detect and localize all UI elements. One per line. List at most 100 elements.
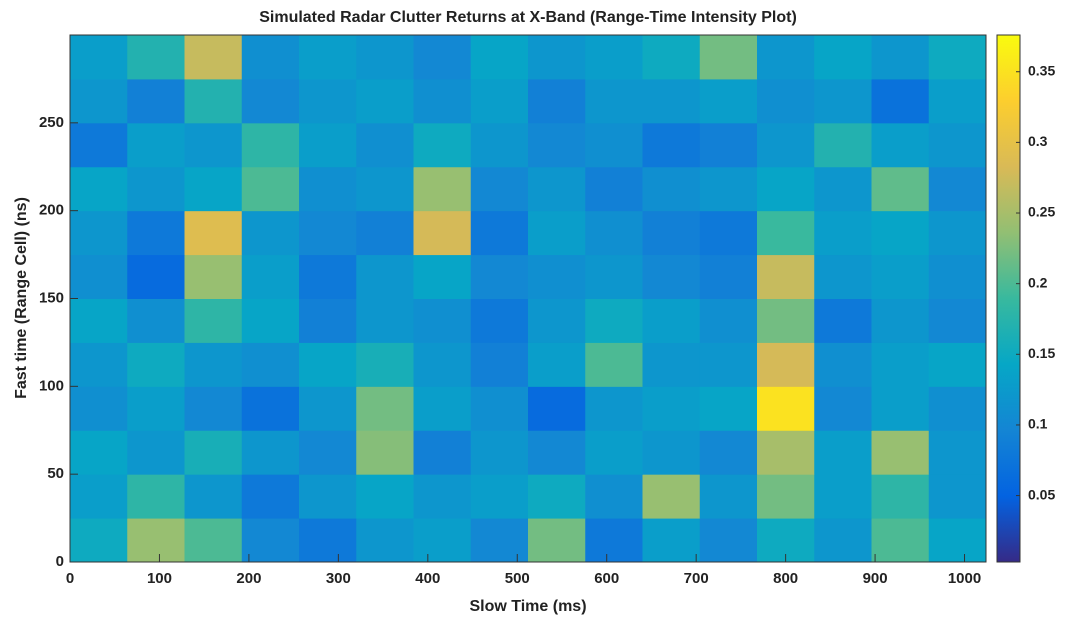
heatmap-cell: [528, 122, 586, 168]
heatmap-cell: [70, 430, 128, 475]
heatmap-cell: [127, 518, 185, 563]
heatmap-cell: [928, 298, 987, 343]
heatmap-cell: [241, 386, 300, 431]
heatmap-cell: [299, 35, 357, 80]
heatmap-cell: [299, 518, 357, 563]
heatmap-cell: [127, 210, 185, 256]
heatmap-cell: [528, 474, 586, 519]
heatmap-cell: [871, 298, 930, 343]
heatmap-cell: [413, 518, 472, 563]
heatmap-cell: [928, 122, 987, 168]
heatmap-cell: [699, 210, 758, 256]
heatmap-cell: [470, 430, 529, 475]
heatmap-cell: [699, 474, 758, 519]
heatmap-cell: [814, 430, 872, 475]
colorbar-tick-label: 0.35: [1028, 62, 1055, 78]
heatmap-cell: [184, 342, 243, 387]
heatmap-cell: [470, 474, 529, 519]
heatmap-cell: [356, 430, 414, 475]
heatmap-cell: [470, 518, 529, 563]
heatmap-cell: [642, 518, 701, 563]
heatmap-cell: [241, 35, 300, 80]
heatmap-cell: [241, 254, 300, 299]
heatmap-cell: [699, 166, 758, 212]
heatmap-cell: [585, 210, 643, 256]
heatmap-cell: [757, 78, 815, 124]
colorbar-tick-label: 0.05: [1028, 486, 1055, 502]
x-tick-label: 300: [326, 570, 351, 587]
heatmap-cell: [871, 430, 930, 475]
heatmap-cell: [356, 166, 414, 212]
heatmap-cell: [528, 342, 586, 387]
heatmap-cell: [413, 166, 472, 212]
heatmap-cell: [299, 474, 357, 519]
heatmap-cell: [528, 298, 586, 343]
heatmap-cell: [413, 430, 472, 475]
x-axis-label: Slow Time (ms): [469, 598, 586, 615]
heatmap-cell: [871, 210, 930, 256]
heatmap-cell: [528, 430, 586, 475]
heatmap-cell: [757, 166, 815, 212]
heatmap-cell: [184, 474, 243, 519]
heatmap-cell: [413, 35, 472, 80]
heatmap-cell: [585, 166, 643, 212]
heatmap-cell: [356, 78, 414, 124]
heatmap-cell: [757, 342, 815, 387]
heatmap-cell: [356, 518, 414, 563]
heatmap-cell: [70, 78, 128, 124]
heatmap-cell: [757, 35, 815, 80]
heatmap-cell: [470, 78, 529, 124]
heatmap-cell: [928, 342, 987, 387]
heatmap-cell: [413, 386, 472, 431]
colorbar-tick-label: 0.1: [1028, 416, 1048, 432]
chart-title: Simulated Radar Clutter Returns at X-Ban…: [259, 9, 797, 26]
heatmap-cell: [585, 430, 643, 475]
y-tick-label: 150: [39, 289, 64, 306]
heatmap-cell: [184, 78, 243, 124]
heatmap-cell: [871, 166, 930, 212]
heatmap-cell: [470, 166, 529, 212]
x-tick-label: 900: [863, 570, 888, 587]
heatmap-cell: [928, 386, 987, 431]
heatmap-cell: [585, 78, 643, 124]
heatmap-cell: [528, 35, 586, 80]
x-tick-label: 1000: [948, 570, 981, 587]
heatmap-cell: [470, 254, 529, 299]
heatmap-cell: [184, 35, 243, 80]
heatmap-cell: [871, 474, 930, 519]
heatmap-cell: [470, 386, 529, 431]
heatmap-cell: [356, 35, 414, 80]
heatmap-cell: [413, 254, 472, 299]
colorbar-tick-label: 0.3: [1028, 133, 1048, 149]
heatmap-cell: [413, 210, 472, 256]
x-tick-label: 800: [773, 570, 798, 587]
heatmap-cell: [699, 298, 758, 343]
heatmap-cells: [70, 35, 987, 563]
heatmap-cell: [757, 122, 815, 168]
x-tick-label: 200: [236, 570, 261, 587]
heatmap-cell: [356, 298, 414, 343]
heatmap-cell: [757, 298, 815, 343]
heatmap-cell: [814, 166, 872, 212]
heatmap-cell: [642, 474, 701, 519]
y-tick-label: 0: [56, 553, 64, 570]
heatmap-cell: [699, 518, 758, 563]
heatmap-cell: [871, 342, 930, 387]
x-tick-label: 700: [684, 570, 709, 587]
heatmap-cell: [928, 254, 987, 299]
heatmap-cell: [757, 386, 815, 431]
heatmap-cell: [184, 254, 243, 299]
heatmap-cell: [356, 386, 414, 431]
colorbar-tick-label: 0.25: [1028, 204, 1055, 220]
heatmap-cell: [299, 254, 357, 299]
heatmap-cell: [299, 78, 357, 124]
heatmap-cell: [642, 166, 701, 212]
heatmap-cell: [699, 78, 758, 124]
heatmap-cell: [642, 430, 701, 475]
heatmap-cell: [127, 298, 185, 343]
heatmap-cell: [757, 474, 815, 519]
heatmap-cell: [585, 298, 643, 343]
heatmap-cell: [871, 78, 930, 124]
heatmap-cell: [585, 35, 643, 80]
heatmap-cell: [127, 122, 185, 168]
